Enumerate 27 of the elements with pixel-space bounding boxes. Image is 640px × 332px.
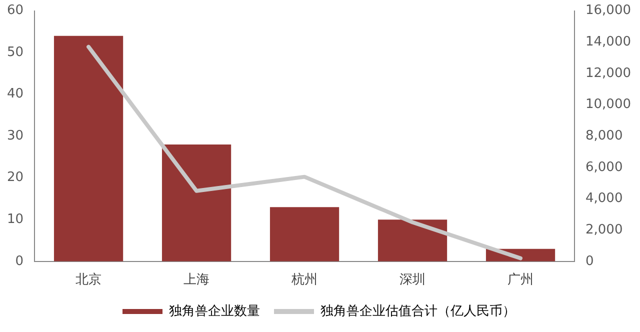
y-tick-label: 40: [6, 86, 24, 102]
x-tick-label: 上海: [184, 272, 210, 288]
x-tick-label: 深圳: [400, 272, 426, 288]
bar: [54, 36, 124, 262]
bar: [270, 207, 340, 262]
bar: [162, 144, 232, 262]
y2-tick-label: 6,000: [586, 160, 623, 175]
x-tick-label: 北京: [76, 272, 102, 288]
y2-tick-label: 2,000: [586, 222, 623, 238]
legend-label: 独角兽企业估值合计（亿人民币）: [320, 304, 516, 319]
legend-label: 独角兽企业数量: [169, 304, 260, 319]
y2-tick-label: 0: [586, 254, 594, 269]
y-tick-label: 60: [6, 3, 24, 18]
y-tick-label: 0: [15, 254, 24, 269]
x-tick-label: 杭州: [290, 272, 318, 288]
y2-tick-label: 8,000: [586, 128, 623, 144]
y2-tick-label: 4,000: [586, 191, 623, 206]
y2-tick-label: 12,000: [586, 66, 632, 81]
y-tick-label: 50: [6, 44, 24, 60]
y2-tick-label: 14,000: [586, 34, 632, 50]
y-tick-label: 10: [6, 212, 24, 228]
y2-tick-label: 10,000: [586, 97, 632, 112]
y2-tick-label: 16,000: [586, 3, 632, 18]
y-tick-label: 30: [6, 128, 24, 144]
bar: [378, 220, 448, 262]
x-tick-label: 广州: [508, 272, 534, 288]
y-tick-label: 20: [6, 170, 24, 186]
